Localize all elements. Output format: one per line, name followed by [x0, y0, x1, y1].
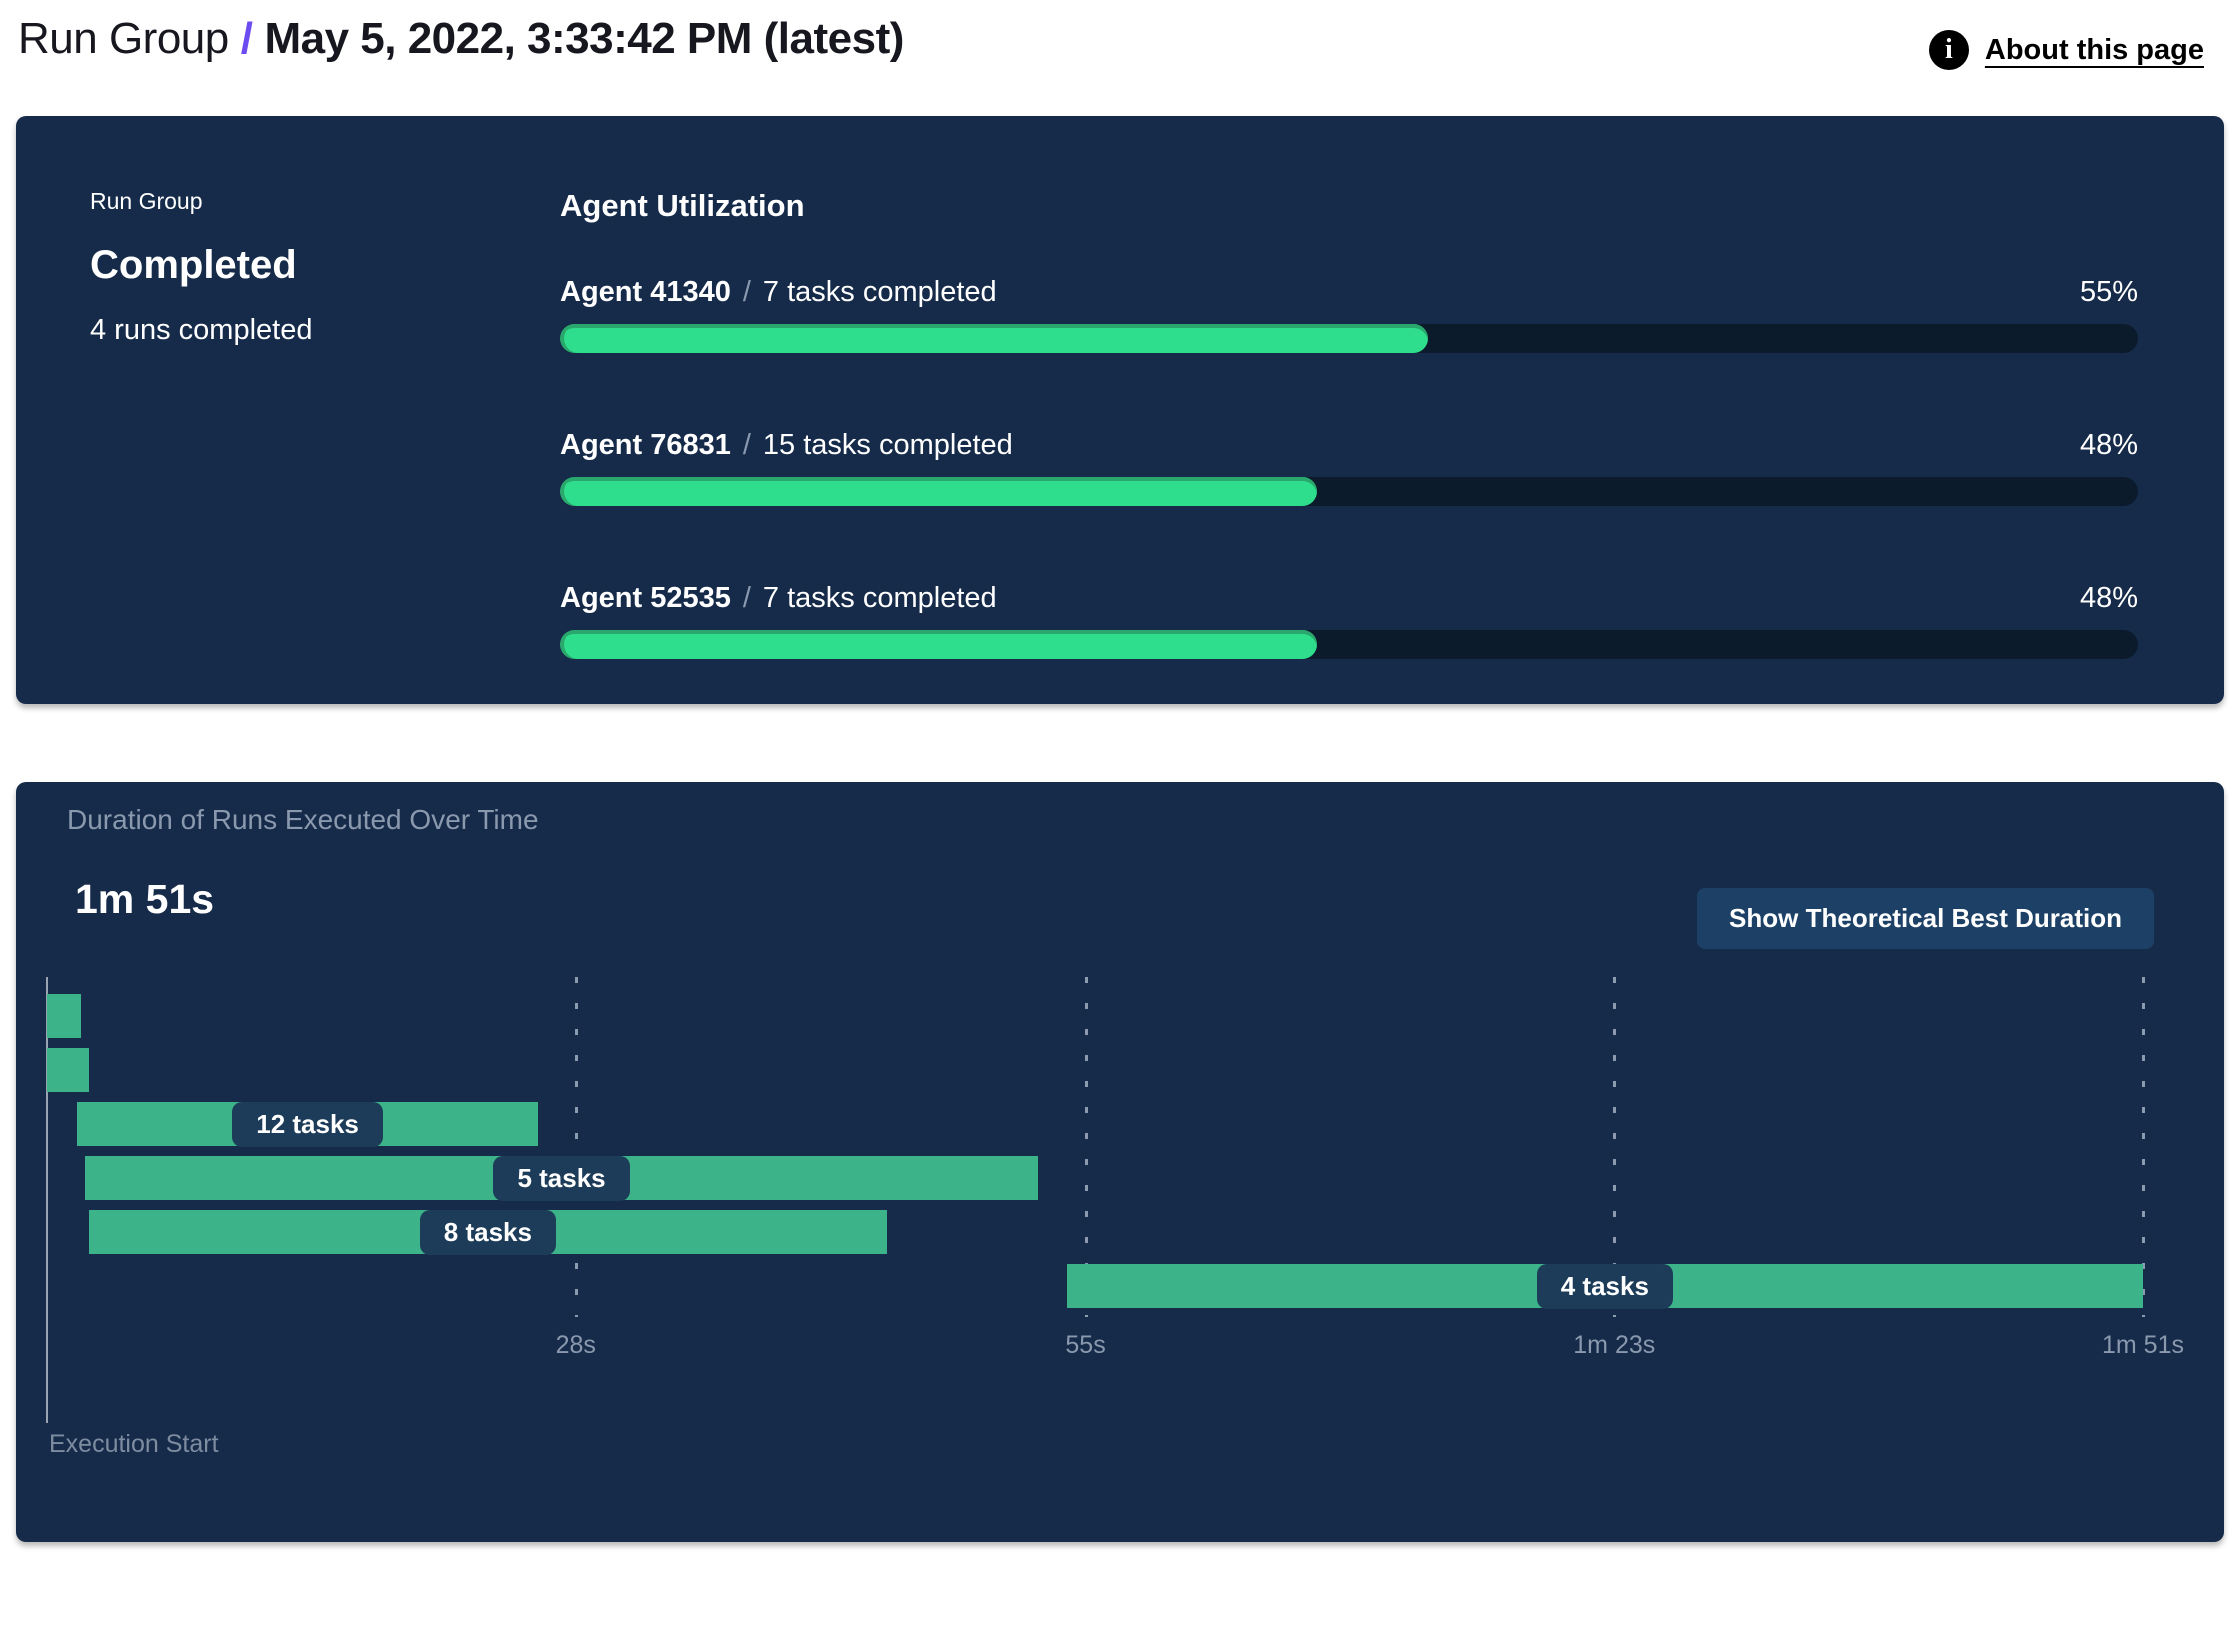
axis-tick-label: 1m 23s: [1573, 1331, 1656, 1359]
task-count-pill: 4 tasks: [1536, 1263, 1673, 1309]
agent-percent: 48%: [2079, 429, 2138, 461]
agent-separator: /: [742, 429, 751, 461]
agent-separator: /: [742, 582, 751, 614]
grid-line: [1084, 977, 1088, 1317]
about-link[interactable]: About this page: [1984, 33, 2204, 66]
gantt-run-bar[interactable]: 8 tasks: [88, 1209, 888, 1255]
agent-tasks-completed: 7 tasks completed: [762, 582, 997, 614]
agent-row-header: Agent 52535 / 7 tasks completed 48%: [560, 582, 2138, 615]
agent-tasks-completed: 15 tasks completed: [762, 429, 1013, 461]
agent-name: Agent 41340: [560, 276, 731, 308]
agent-row-header: Agent 76831 / 15 tasks completed 48%: [560, 429, 2138, 462]
duration-panel: Duration of Runs Executed Over Time 1m 5…: [16, 782, 2224, 1542]
grid-line: [2142, 977, 2145, 1317]
progress-fill: [560, 477, 1318, 506]
progress-track: [560, 630, 2138, 659]
breadcrumb-current-run: May 5, 2022, 3:33:42 PM (latest): [264, 14, 904, 63]
agent-tasks-completed: 7 tasks completed: [762, 276, 997, 308]
duration-chart-title: Duration of Runs Executed Over Time: [67, 804, 539, 835]
task-count-pill: 8 tasks: [419, 1209, 556, 1255]
agent-row: Agent 41340 / 7 tasks completed 55%: [560, 276, 2138, 353]
execution-start-line: [46, 977, 48, 1423]
run-group-label: Run Group: [90, 188, 203, 214]
axis-tick-label: 1m 51s: [2102, 1331, 2184, 1359]
agent-separator: /: [742, 276, 751, 308]
agent-row: Agent 52535 / 7 tasks completed 48%: [560, 582, 2138, 659]
breadcrumb: Run Group / May 5, 2022, 3:33:42 PM (lates…: [18, 14, 904, 64]
agent-utilization-title: Agent Utilization: [560, 188, 805, 223]
agent-row: Agent 76831 / 15 tasks completed 48%: [560, 429, 2138, 506]
gantt-run-bar[interactable]: [47, 1048, 89, 1092]
axis-tick-label: 28s: [555, 1331, 596, 1359]
progress-fill: [560, 324, 1428, 353]
run-group-status-panel: Run Group Completed 4 runs completed Age…: [16, 116, 2224, 704]
page-header: Run Group / May 5, 2022, 3:33:42 PM (lates…: [0, 0, 2240, 70]
gantt-chart: 28s 55s 1m 23s 1m 51s 12 tasks 5 tasks 8 tasks…: [46, 977, 2184, 1423]
gantt-run-bar[interactable]: 12 tasks: [77, 1101, 538, 1147]
agent-utilization-section: Agent Utilization Agent 41340 / 7 tasks …: [560, 188, 2138, 704]
agent-name: Agent 52535: [560, 582, 731, 614]
axis-tick-label: 55s: [1065, 1331, 1106, 1359]
task-count-pill: 12 tasks: [232, 1101, 383, 1147]
show-theoretical-best-button[interactable]: Show Theoretical Best Duration: [1697, 888, 2154, 949]
progress-fill: [560, 630, 1318, 659]
grid-line: [1613, 977, 1617, 1317]
breadcrumb-run-group[interactable]: Run Group: [18, 14, 229, 63]
agent-name: Agent 76831: [560, 429, 731, 461]
runs-completed-text: 4 runs completed: [90, 314, 313, 346]
total-duration: 1m 51s: [75, 876, 215, 922]
agent-row-header: Agent 41340 / 7 tasks completed 55%: [560, 276, 2138, 309]
info-icon: i: [1928, 30, 1969, 70]
progress-track: [560, 324, 2138, 353]
about-this-page[interactable]: i About this page: [1928, 30, 2204, 70]
execution-start-label: Execution Start: [49, 1430, 219, 1458]
status-text: Completed: [90, 243, 297, 287]
gantt-run-bar[interactable]: 4 tasks: [1066, 1263, 2143, 1309]
gantt-run-bar[interactable]: [47, 994, 81, 1038]
breadcrumb-separator: /: [240, 14, 253, 63]
progress-track: [560, 477, 2138, 506]
status-column: Run Group Completed 4 runs completed: [90, 188, 560, 704]
grid-line: [574, 977, 578, 1317]
gantt-run-bar[interactable]: 5 tasks: [84, 1155, 1039, 1201]
task-count-pill: 5 tasks: [493, 1155, 630, 1201]
agent-percent: 55%: [2079, 276, 2138, 308]
agent-percent: 48%: [2079, 582, 2138, 614]
